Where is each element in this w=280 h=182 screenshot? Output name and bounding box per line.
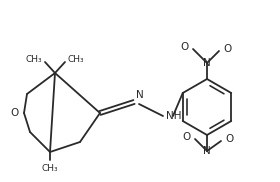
Text: O: O (183, 132, 191, 142)
Text: O: O (225, 134, 233, 144)
Text: O: O (11, 108, 19, 118)
Text: CH₃: CH₃ (25, 56, 42, 64)
Text: CH₃: CH₃ (68, 56, 85, 64)
Text: O: O (181, 42, 189, 52)
Text: NH: NH (166, 111, 181, 121)
Text: O: O (223, 44, 231, 54)
Text: N: N (136, 90, 144, 100)
Text: CH₃: CH₃ (42, 164, 58, 173)
Text: N: N (203, 58, 211, 68)
Text: N: N (203, 146, 211, 156)
